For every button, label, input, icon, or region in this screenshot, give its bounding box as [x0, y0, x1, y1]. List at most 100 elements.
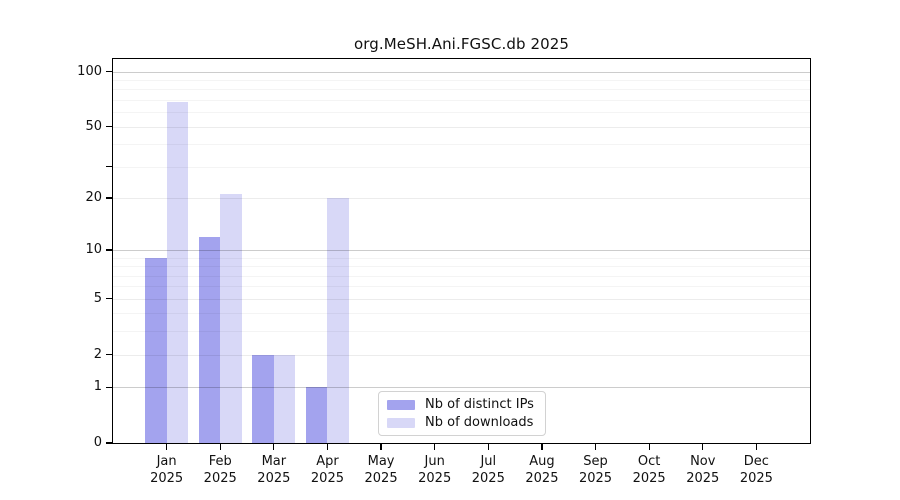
gridline-minor-80: [113, 89, 810, 91]
x-tick-month: Jun: [424, 454, 445, 469]
x-tick-label-jan: Jan 2025: [150, 453, 183, 487]
x-tick-year: 2025: [525, 471, 559, 486]
x-tick-label-jun: Jun 2025: [418, 453, 451, 487]
gridline-5: [113, 298, 810, 300]
bar-distinct-ips-mar: [252, 354, 274, 443]
x-tick-month: Apr: [316, 454, 339, 469]
x-tick-year: 2025: [471, 471, 505, 486]
legend-label-downloads: Nb of downloads: [425, 415, 534, 430]
gridline-minor-60: [113, 112, 810, 114]
x-tick-month: Jan: [156, 454, 177, 469]
x-tick-apr: [326, 444, 329, 450]
y-tick-label-100: 100: [77, 63, 102, 79]
x-tick-year: 2025: [310, 471, 344, 486]
plot-area: [112, 58, 811, 444]
x-tick-label-sep: Sep 2025: [579, 453, 612, 487]
x-tick-oct: [648, 444, 650, 450]
x-tick-month: Dec: [743, 454, 769, 469]
x-tick-jul: [487, 444, 489, 450]
gridline-1: [113, 387, 810, 389]
y-tick-50: [106, 125, 112, 128]
gridline-100: [113, 71, 810, 73]
gridline-minor-40: [113, 144, 810, 146]
x-tick-month: Feb: [208, 454, 232, 469]
chart-title: org.MeSH.Ani.FGSC.db 2025: [353, 35, 570, 53]
x-tick-label-jul: Jul 2025: [472, 453, 505, 487]
x-tick-month: Oct: [637, 454, 661, 469]
x-tick-month: Nov: [690, 454, 716, 469]
x-tick-year: 2025: [686, 471, 720, 486]
x-tick-label-feb: Feb 2025: [204, 453, 237, 487]
legend-swatch-downloads: [387, 417, 415, 428]
gridline-20: [113, 197, 810, 199]
x-tick-label-apr: Apr 2025: [311, 453, 344, 487]
bar-downloads-apr: [327, 197, 349, 443]
x-tick-aug: [541, 444, 543, 450]
x-tick-label-nov: Nov 2025: [686, 453, 719, 487]
y-tick-label-1: 1: [93, 379, 102, 395]
x-tick-year: 2025: [632, 471, 666, 486]
x-tick-month: May: [367, 454, 395, 469]
x-tick-year: 2025: [257, 471, 291, 486]
y-tick-0: [106, 442, 112, 444]
gridline-minor-90: [113, 79, 810, 81]
y-tick-2: [106, 353, 112, 356]
bar-downloads-mar: [273, 354, 296, 443]
x-tick-sep: [594, 444, 597, 450]
y-tick-label-0: 0: [93, 435, 102, 450]
y-tick-5: [106, 298, 112, 300]
bar-distinct-ips-jan: [145, 257, 167, 443]
bar-distinct-ips-feb: [198, 236, 221, 443]
y-tick-label-20: 20: [85, 189, 102, 205]
gridline-10: [113, 249, 810, 251]
legend: Nb of distinct IPs Nb of downloads: [378, 391, 546, 436]
x-tick-year: 2025: [150, 471, 184, 486]
gridline-2: [113, 354, 810, 356]
x-tick-label-aug: Aug 2025: [525, 453, 558, 487]
x-tick-feb: [219, 444, 221, 450]
x-tick-year: 2025: [203, 471, 237, 486]
x-tick-year: 2025: [364, 471, 398, 486]
legend-label-distinct-ips: Nb of distinct IPs: [425, 397, 534, 412]
x-tick-month: Jul: [480, 454, 497, 469]
gridline-minor-70: [113, 99, 810, 101]
gridline-minor-30: [113, 166, 810, 168]
bar-downloads-jan: [166, 102, 189, 443]
x-tick-jan: [166, 444, 168, 450]
gridline-minor-6: [113, 286, 810, 288]
bar-downloads-feb: [220, 194, 242, 443]
gridline-minor-8: [113, 266, 810, 268]
x-tick-month: Mar: [261, 454, 287, 469]
y-tick-20: [106, 197, 112, 199]
y-tick-label-2: 2: [93, 346, 102, 362]
legend-swatch-distinct-ips: [387, 399, 415, 410]
gridline-50: [113, 126, 810, 128]
y-tick-10: [106, 249, 112, 251]
y-tick-100: [106, 70, 112, 73]
gridline-minor-3: [113, 331, 810, 333]
y-tick-label-50: 50: [85, 118, 102, 134]
x-tick-label-oct: Oct 2025: [633, 453, 666, 487]
x-tick-month: Aug: [529, 454, 555, 469]
legend-row-downloads: Nb of downloads: [387, 415, 534, 430]
gridline-minor-7: [113, 275, 810, 277]
y-tick-1: [106, 386, 112, 388]
gridline-minor-4: [113, 313, 810, 315]
x-tick-may: [380, 444, 382, 450]
x-tick-label-dec: Dec 2025: [740, 453, 773, 487]
y-tick-30: [106, 165, 112, 168]
legend-row-distinct-ips: Nb of distinct IPs: [387, 397, 534, 412]
y-tick-label-5: 5: [93, 290, 102, 306]
x-tick-label-may: May 2025: [365, 453, 398, 487]
gridline-minor-9: [113, 257, 810, 259]
x-tick-mar: [273, 444, 275, 450]
x-tick-dec: [755, 444, 757, 450]
x-tick-label-mar: Mar 2025: [257, 453, 290, 487]
x-tick-year: 2025: [578, 471, 613, 486]
x-tick-nov: [702, 444, 704, 450]
x-tick-jun: [434, 444, 436, 450]
bar-distinct-ips-apr: [305, 387, 328, 443]
x-tick-year: 2025: [739, 471, 773, 486]
x-tick-month: Sep: [583, 454, 608, 469]
